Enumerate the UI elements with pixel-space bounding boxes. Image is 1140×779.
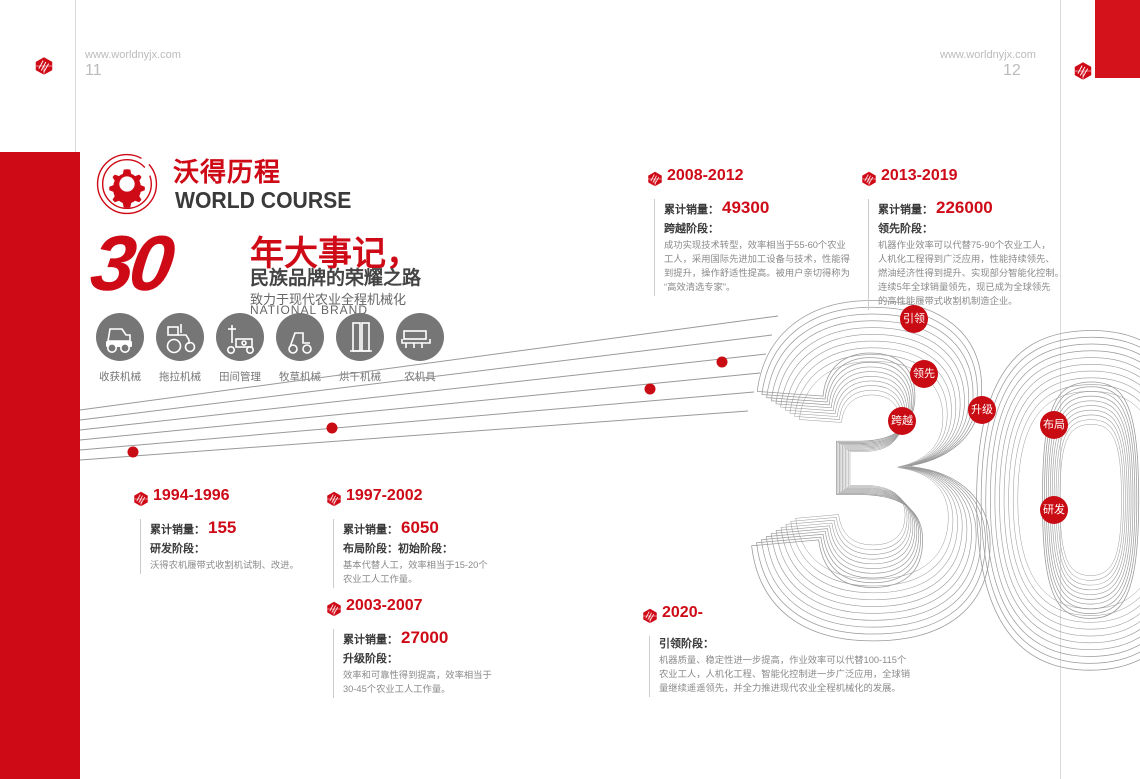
svg-text:0: 0 [1006, 329, 1140, 672]
